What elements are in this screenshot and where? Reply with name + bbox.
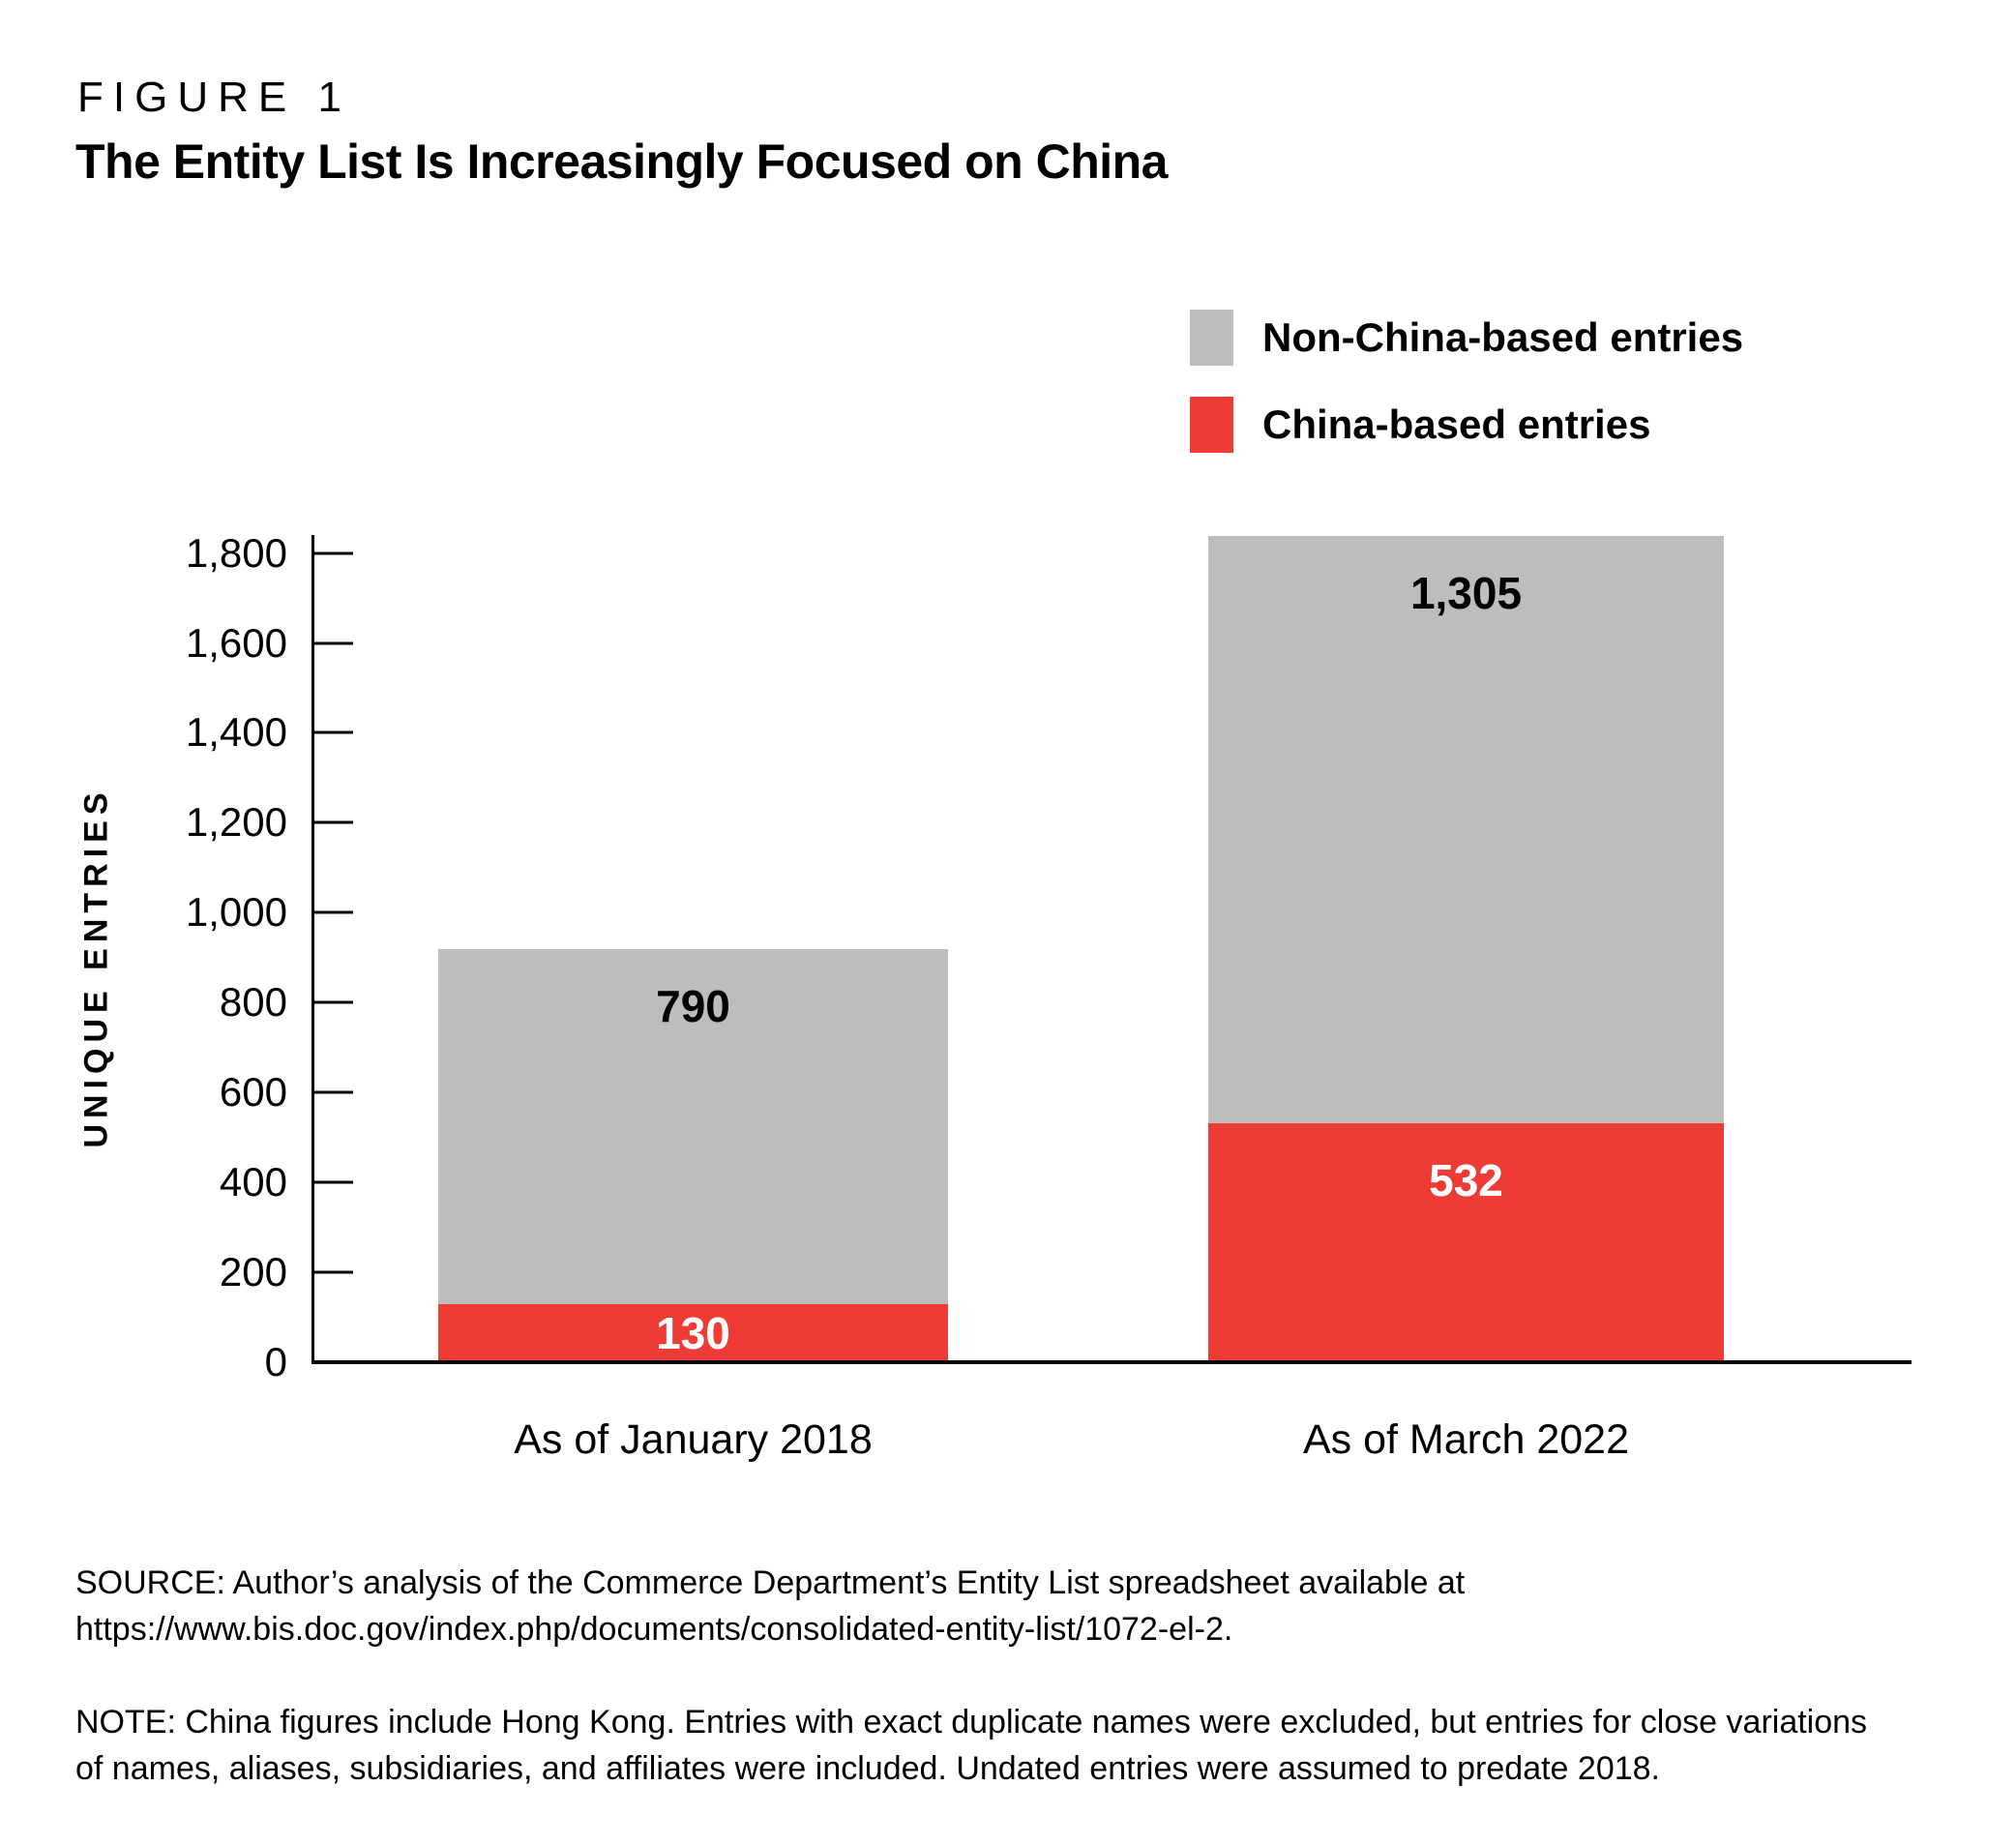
segment-non-china: 1,305 [1208,536,1724,1123]
legend-row: China-based entries [1190,397,1743,453]
legend-swatch-non-china [1190,310,1233,366]
bar-2: 1,305 532 [1208,536,1724,1362]
y-axis-title: UNIQUE ENTRIES [77,787,115,1148]
figure-label: FIGURE 1 [77,74,351,121]
y-tick-label: 1,800 [185,529,287,576]
y-tick [314,551,353,555]
source-line-1: SOURCE: Author’s analysis of the Commerc… [75,1564,1466,1601]
note-text: NOTE: China figures include Hong Kong. E… [75,1699,1867,1792]
y-tick [314,1180,353,1184]
legend-label: Non-China-based entries [1262,314,1744,360]
y-tick [314,1270,353,1274]
segment-value-label: 532 [1429,1154,1503,1205]
y-tick [314,910,353,914]
y-tick-label: 1,400 [185,709,287,756]
segment-value-label: 130 [656,1307,730,1358]
y-tick-label: 1,000 [185,889,287,936]
legend-row: Non-China-based entries [1190,310,1743,366]
bar-1: 790 130 [438,948,948,1363]
y-tick [314,1090,353,1094]
legend-label: China-based entries [1262,402,1651,447]
chart-plot: 0 200 400 600 800 1,000 1,200 1,400 1,600 1,800 79… [186,532,1912,1463]
y-tick-label: 1,200 [185,799,287,846]
y-tick-label: 400 [219,1159,287,1205]
source-line-2: https://www.bis.doc.gov/index.php/docume… [75,1611,1233,1648]
segment-value-label: 790 [656,980,730,1031]
y-tick-label: 200 [219,1249,287,1295]
x-axis-label: As of January 2018 [514,1416,873,1463]
x-axis-label: As of March 2022 [1302,1416,1630,1463]
y-tick [314,820,353,824]
y-tick-label: 0 [264,1339,287,1384]
y-tick [314,641,353,645]
y-tick [314,730,353,734]
legend-swatch-china [1190,397,1233,453]
figure-title: The Entity List Is Increasingly Focused … [75,134,1168,189]
segment-non-china: 790 [438,948,948,1304]
y-tick-label: 800 [219,979,287,1026]
note-line-2: of names, aliases, subsidiaries, and aff… [75,1750,1660,1787]
note-line-1: NOTE: China figures include Hong Kong. E… [75,1704,1868,1741]
segment-china: 130 [438,1303,948,1362]
y-tick-label: 1,600 [185,619,287,666]
source-text: SOURCE: Author’s analysis of the Commerc… [75,1560,1465,1652]
legend: Non-China-based entries China-based entri… [1190,310,1743,453]
x-axis-line [311,1360,1912,1364]
y-tick-label: 600 [219,1069,287,1116]
segment-china: 532 [1208,1122,1724,1362]
y-tick [314,1000,353,1004]
segment-value-label: 1,305 [1409,568,1523,619]
